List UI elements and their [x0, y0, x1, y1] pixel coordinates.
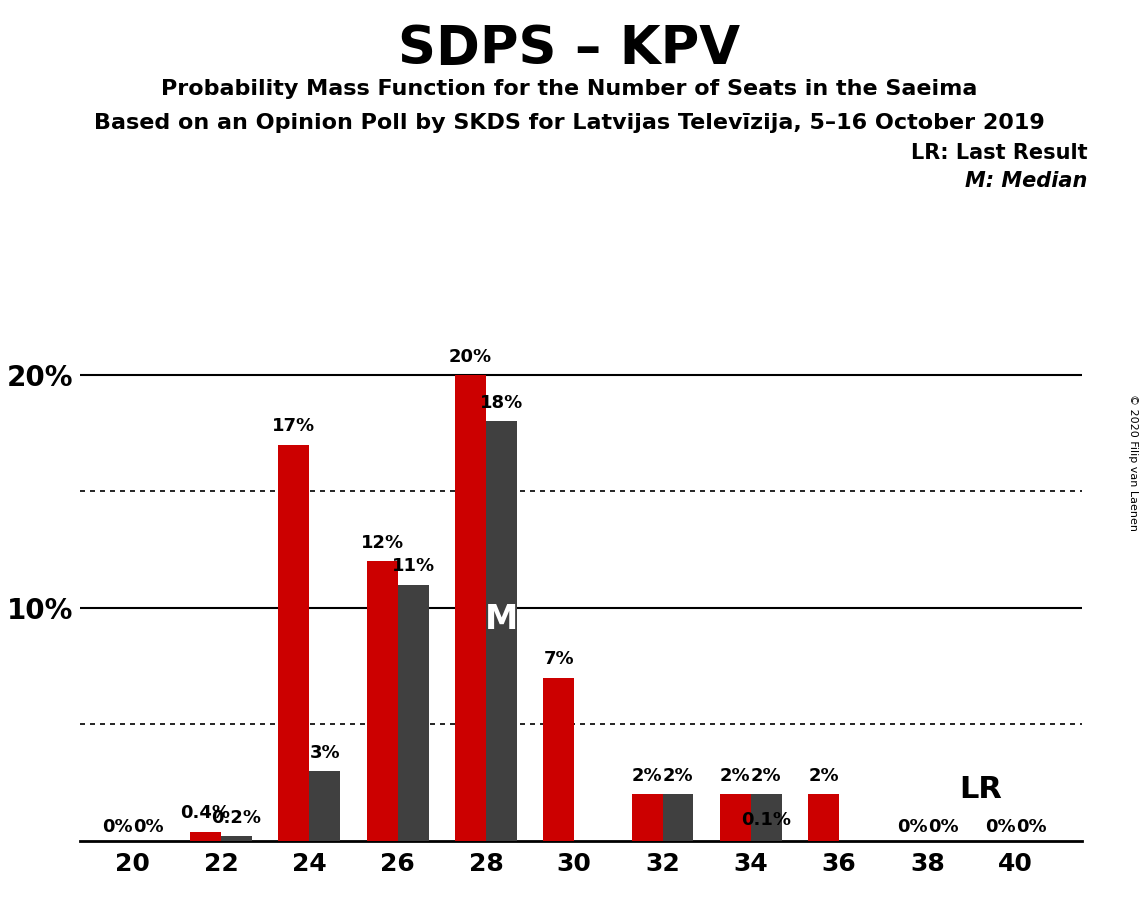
Text: 11%: 11%	[392, 557, 435, 576]
Text: 3%: 3%	[310, 744, 341, 761]
Text: M: Median: M: Median	[966, 171, 1088, 191]
Bar	[751, 838, 781, 841]
Bar	[632, 795, 663, 841]
Text: 2%: 2%	[751, 767, 781, 784]
Bar	[190, 832, 221, 841]
Text: 2%: 2%	[632, 767, 663, 784]
Bar	[809, 795, 839, 841]
Text: 2%: 2%	[663, 767, 694, 784]
Text: LR: Last Result: LR: Last Result	[911, 143, 1088, 164]
Bar	[221, 836, 252, 841]
Bar	[486, 421, 517, 841]
Text: M: M	[485, 603, 518, 636]
Text: 0%: 0%	[1016, 818, 1047, 836]
Text: 2%: 2%	[809, 767, 839, 784]
Text: 0%: 0%	[927, 818, 958, 836]
Bar	[543, 677, 574, 841]
Bar	[456, 375, 486, 841]
Text: LR: LR	[959, 775, 1002, 804]
Text: 17%: 17%	[272, 418, 316, 435]
Text: 0%: 0%	[103, 818, 132, 836]
Text: 20%: 20%	[449, 347, 492, 366]
Text: 2%: 2%	[720, 767, 751, 784]
Text: 18%: 18%	[480, 395, 523, 412]
Text: 0.2%: 0.2%	[212, 808, 262, 827]
Bar	[751, 795, 781, 841]
Text: 7%: 7%	[543, 650, 574, 668]
Text: 0%: 0%	[896, 818, 927, 836]
Text: © 2020 Filip van Laenen: © 2020 Filip van Laenen	[1129, 394, 1138, 530]
Text: Probability Mass Function for the Number of Seats in the Saeima: Probability Mass Function for the Number…	[162, 79, 977, 99]
Bar	[278, 444, 310, 841]
Text: 0%: 0%	[985, 818, 1016, 836]
Bar	[663, 795, 694, 841]
Text: 12%: 12%	[361, 534, 403, 552]
Bar	[720, 795, 751, 841]
Text: SDPS – KPV: SDPS – KPV	[399, 23, 740, 75]
Bar	[367, 561, 398, 841]
Text: 0%: 0%	[133, 818, 164, 836]
Bar	[310, 771, 341, 841]
Text: Based on an Opinion Poll by SKDS for Latvijas Televīzija, 5–16 October 2019: Based on an Opinion Poll by SKDS for Lat…	[95, 113, 1044, 133]
Text: 0.1%: 0.1%	[741, 811, 792, 829]
Text: 0.4%: 0.4%	[181, 804, 230, 822]
Bar	[398, 585, 428, 841]
